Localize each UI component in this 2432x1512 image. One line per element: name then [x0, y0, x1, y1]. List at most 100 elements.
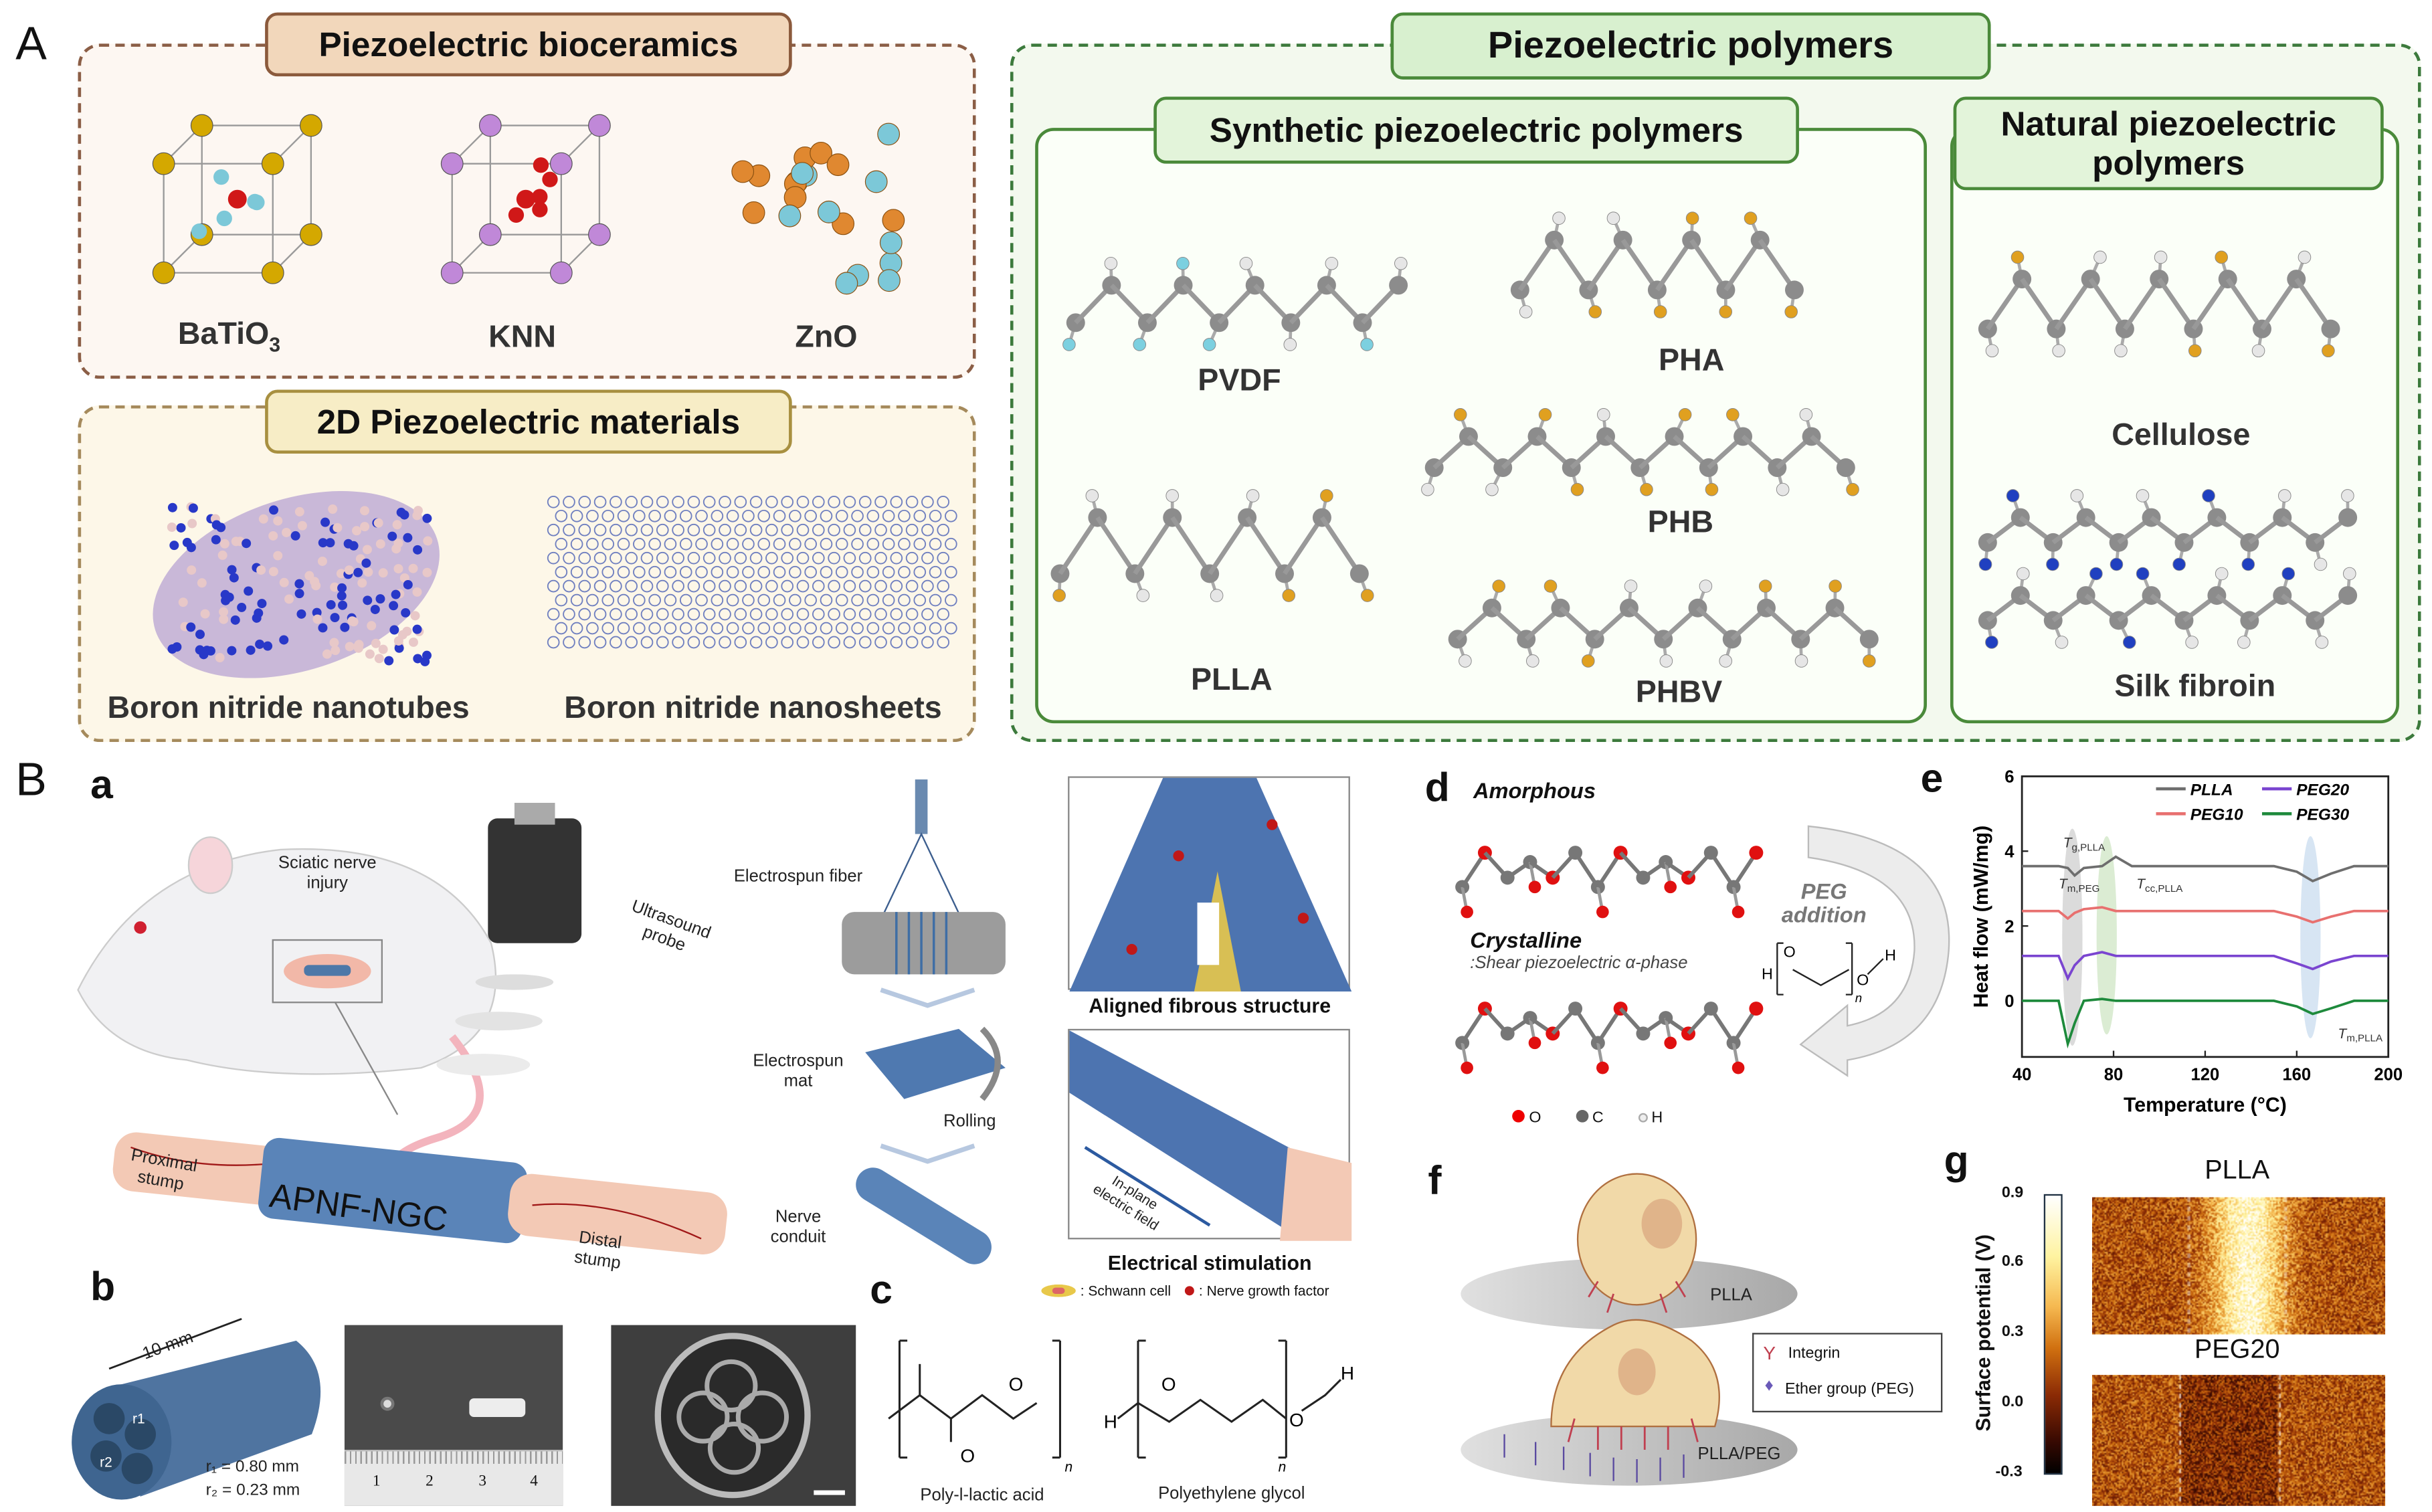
atom-H: H [1885, 946, 1896, 963]
y-axis-label: Heat flow (mW/mg) [1970, 826, 1992, 1008]
atom [1744, 212, 1757, 225]
aligned-structure-image [1068, 776, 1350, 989]
step-arrow [881, 1146, 975, 1161]
oxygen-icon [1512, 1110, 1525, 1123]
atom-O: O [960, 1446, 975, 1467]
atom [1283, 589, 1295, 602]
atom [1544, 580, 1557, 593]
colorbar-tick: 0.9 [2002, 1185, 2023, 1202]
x-tick-label: 80 [2104, 1066, 2124, 1084]
atom [1166, 490, 1179, 502]
atom [2006, 490, 2019, 502]
atom [1321, 490, 1333, 502]
atom [2136, 490, 2149, 502]
annotation: Tg,PLLA [2063, 836, 2106, 854]
atom [2047, 558, 2059, 571]
atom [1719, 655, 1732, 668]
plla-model [1050, 490, 1374, 602]
atom [1459, 655, 1472, 668]
atom [2136, 567, 2149, 580]
atom [2017, 567, 2030, 580]
atom [1699, 580, 1712, 593]
plla-chain-models [1450, 803, 1777, 1083]
peg-formula: H O O H n [1758, 935, 1906, 1006]
sub-letter-a: a [90, 764, 113, 805]
sub-letter-f: f [1428, 1160, 1441, 1201]
atom [2173, 558, 2186, 571]
fiber-jet [881, 834, 962, 920]
atom [1624, 580, 1637, 593]
atom [1350, 564, 1369, 583]
legend-label: PEG20 [2296, 781, 2349, 799]
atom [1664, 1037, 1677, 1050]
atom [1863, 655, 1875, 668]
label-r1-marker: r1 [132, 1411, 145, 1428]
silk-fibroin-model-1 [1978, 490, 2357, 571]
carbon-icon [1576, 1110, 1588, 1123]
atom [1361, 339, 1374, 351]
atom [2342, 490, 2354, 502]
subscript-n: n [1064, 1460, 1072, 1475]
label-poly-l-lactic-acid: Poly-l-lactic acid [920, 1487, 1044, 1507]
legend-label: PEG10 [2190, 806, 2243, 824]
electrospun-mat [865, 1029, 1006, 1099]
annotation: Tm,PLLA [2338, 1026, 2383, 1044]
map-title-plla: PLLA [2205, 1155, 2269, 1187]
atom [1847, 483, 1859, 496]
ruler-mark: 4 [530, 1473, 538, 1491]
pvdf-model [1063, 257, 1408, 351]
atom [2011, 251, 2024, 264]
legend-a: : Schwann cell : Nerve growth factor [1042, 1283, 1329, 1299]
cell-nucleus [1642, 1199, 1683, 1249]
atom [2123, 636, 2136, 649]
sub-letter-c: c [870, 1269, 893, 1310]
atom [1461, 906, 1473, 919]
sub-letter-e: e [1921, 757, 1944, 798]
crystalline-chain [1455, 1002, 1763, 1074]
atom [1389, 276, 1408, 294]
ruler: 1 2 3 4 [345, 1450, 563, 1506]
probe-cap [515, 803, 555, 825]
atom [2314, 558, 2327, 571]
atom [2338, 508, 2357, 527]
phbv-model [1448, 580, 1879, 667]
sub-letter-g: g [1944, 1139, 1969, 1180]
nerve-conduit-tube [873, 1185, 974, 1247]
atom [1785, 280, 1804, 299]
legend-ether-group: Ether group (PEG) [1785, 1381, 1914, 1398]
atom [1105, 257, 1117, 270]
atom [1571, 483, 1584, 496]
atom [1553, 212, 1566, 225]
atom [1664, 881, 1677, 894]
atom [1454, 408, 1467, 421]
atom [2215, 567, 2228, 580]
atom [1705, 483, 1718, 496]
atom [2186, 636, 2199, 649]
atom [2282, 567, 2295, 580]
label-amorphous: Amorphous [1473, 778, 1596, 803]
panel-letter-B: B [15, 757, 47, 804]
atom [1727, 408, 1740, 421]
highlight-region-2 [2300, 836, 2320, 1038]
kpfm-map-peg20 [2092, 1375, 2385, 1506]
schwann-cell-icon [1042, 1285, 1076, 1297]
atom [1732, 1062, 1745, 1074]
atom [2343, 567, 2356, 580]
silk-fibroin-model-2 [1978, 567, 2357, 648]
scale-bar [814, 1491, 845, 1495]
atom [1597, 408, 1610, 421]
atom [1284, 339, 1297, 351]
atom [2188, 345, 2201, 357]
atom [1582, 655, 1594, 668]
legend-schwann-cell: : Schwann cell [1081, 1283, 1171, 1299]
atom [1539, 408, 1552, 421]
colorbar-tick: 0.0 [2002, 1394, 2023, 1411]
atom [1607, 212, 1620, 225]
x-tick-label: 160 [2282, 1066, 2311, 1084]
atom [1519, 306, 1532, 318]
atom [2298, 251, 2311, 264]
legend-ngf: : Nerve growth factor [1199, 1283, 1329, 1299]
map-title-peg20: PEG20 [2194, 1335, 2280, 1366]
